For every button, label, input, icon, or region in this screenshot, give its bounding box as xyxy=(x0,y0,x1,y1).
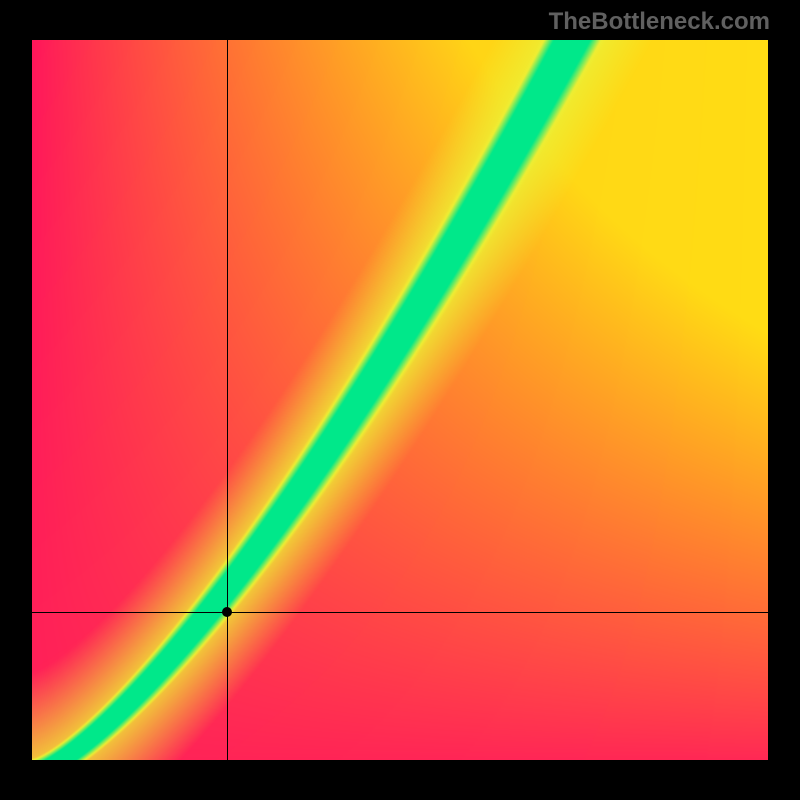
chart-container: TheBottleneck.com xyxy=(0,0,800,800)
crosshair-vertical xyxy=(227,40,228,760)
plot-area xyxy=(32,40,768,760)
data-point-marker xyxy=(222,607,232,617)
crosshair-horizontal xyxy=(32,612,768,613)
heatmap-canvas xyxy=(32,40,768,760)
watermark-text: TheBottleneck.com xyxy=(549,8,770,36)
